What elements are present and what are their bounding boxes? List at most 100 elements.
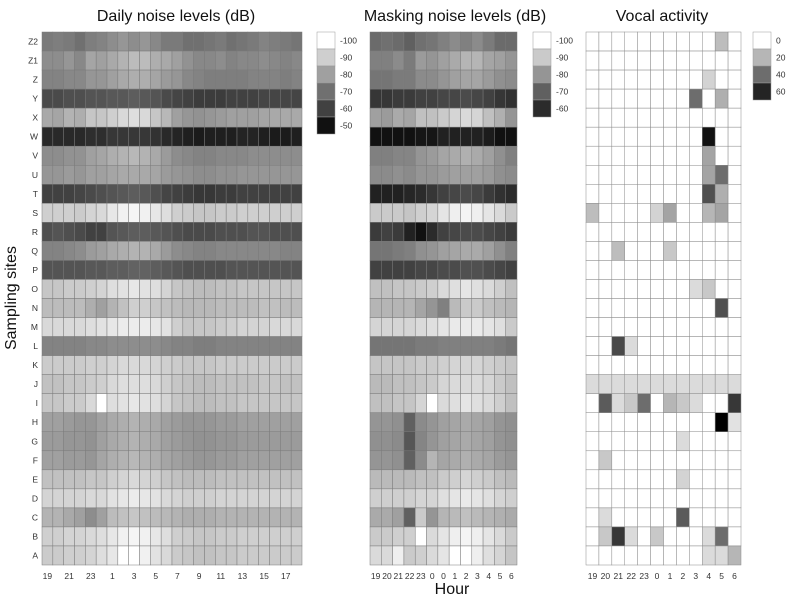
heatmap-cell (426, 203, 439, 223)
heatmap-cell (689, 88, 703, 109)
x-tick-label: 20 (382, 571, 392, 581)
heatmap-cell (650, 222, 664, 242)
heatmap-cell (41, 260, 54, 280)
heatmap-cell (505, 507, 518, 528)
heatmap-cell (236, 469, 249, 490)
heatmap-cell (494, 412, 506, 432)
heatmap-cell (494, 317, 506, 337)
heatmap-cell (106, 203, 119, 223)
heatmap-cell (258, 260, 270, 280)
heatmap-cell (150, 526, 162, 547)
y-tick-label: Z1 (28, 56, 38, 66)
heatmap-cell (269, 50, 281, 71)
heatmap-cell (280, 165, 292, 185)
heatmap-cell (676, 545, 690, 566)
heatmap-cell (403, 298, 416, 318)
heatmap-cell (236, 260, 249, 280)
heatmap-cell (676, 260, 690, 280)
heatmap-cell (585, 526, 600, 547)
heatmap-cell (650, 50, 664, 71)
legend-label: -50 (340, 121, 353, 131)
x-tick-label: 22 (626, 571, 636, 581)
heatmap-cell (702, 393, 716, 413)
heatmap-cell (85, 507, 97, 528)
heatmap-cell (505, 545, 518, 566)
heatmap-cell (460, 336, 473, 356)
heatmap-cell (714, 469, 729, 490)
legend-swatch (752, 65, 772, 84)
heatmap-cell (727, 126, 742, 147)
heatmap-cell (160, 545, 173, 566)
heatmap-cell (637, 145, 651, 166)
heatmap-cell (128, 431, 140, 452)
heatmap-cell (437, 488, 450, 509)
heatmap-cell (95, 260, 108, 280)
heatmap-cell (689, 298, 703, 318)
heatmap-cell (471, 126, 484, 147)
heatmap-cell (403, 50, 416, 71)
heatmap-cell (689, 412, 703, 432)
heatmap-cell (150, 469, 162, 490)
heatmap-cell (624, 393, 638, 413)
heatmap-cell (193, 69, 205, 90)
heatmap-cell (171, 355, 184, 375)
heatmap-cell (95, 298, 108, 318)
heatmap-cell (290, 355, 303, 375)
heatmap-cell (139, 317, 151, 337)
heatmap-cell (611, 50, 626, 71)
heatmap-cell (369, 431, 382, 452)
heatmap-cell (247, 469, 259, 490)
heatmap-cell (139, 450, 151, 471)
legend-swatch (316, 99, 336, 118)
heatmap-cell (182, 222, 194, 242)
heatmap-cell (381, 545, 393, 566)
heatmap-cell (403, 488, 416, 509)
heatmap-cell (414, 469, 427, 490)
heatmap-cell (106, 526, 119, 547)
heatmap-cell (117, 469, 129, 490)
heatmap-cell (106, 431, 119, 452)
heatmap-cell (585, 317, 600, 337)
heatmap-cell (106, 298, 119, 318)
heatmap-cell (598, 412, 613, 432)
legend-swatch (752, 31, 772, 50)
heatmap-cell (247, 31, 259, 52)
heatmap-cell (403, 165, 416, 185)
heatmap-cell (95, 50, 108, 71)
heatmap-cell (414, 50, 427, 71)
heatmap-cell (426, 69, 439, 90)
heatmap-cell (471, 184, 484, 204)
heatmap-cell (52, 50, 64, 71)
heatmap-cell (150, 507, 162, 528)
heatmap-cell (505, 317, 518, 337)
heatmap-cell (460, 31, 473, 52)
heatmap-cell (403, 260, 416, 280)
heatmap-cell (193, 222, 205, 242)
heatmap-cell (426, 145, 439, 166)
heatmap-cell (204, 336, 216, 356)
heatmap-cell (598, 298, 613, 318)
heatmap-cell (150, 374, 162, 394)
heatmap-cell (663, 412, 677, 432)
heatmap-cell (650, 393, 664, 413)
heatmap-cell (624, 50, 638, 71)
heatmap-cell (150, 69, 162, 90)
heatmap-cell (392, 355, 405, 375)
heatmap-cell (247, 50, 259, 71)
heatmap-cell (689, 145, 703, 166)
heatmap-cell (676, 469, 690, 490)
heatmap-cell (505, 184, 518, 204)
heatmap-cell (160, 31, 173, 52)
heatmap-cell (689, 450, 703, 471)
heatmap-cell (689, 545, 703, 566)
heatmap-cell (139, 241, 151, 261)
heatmap-cell (290, 260, 303, 280)
heatmap-cell (236, 317, 249, 337)
heatmap-cell (74, 279, 86, 299)
heatmap-cell (637, 107, 651, 128)
heatmap-cell (41, 31, 54, 52)
heatmap-cell (460, 184, 473, 204)
heatmap-cell (193, 431, 205, 452)
heatmap-cell (637, 431, 651, 452)
heatmap-cell (215, 107, 227, 128)
